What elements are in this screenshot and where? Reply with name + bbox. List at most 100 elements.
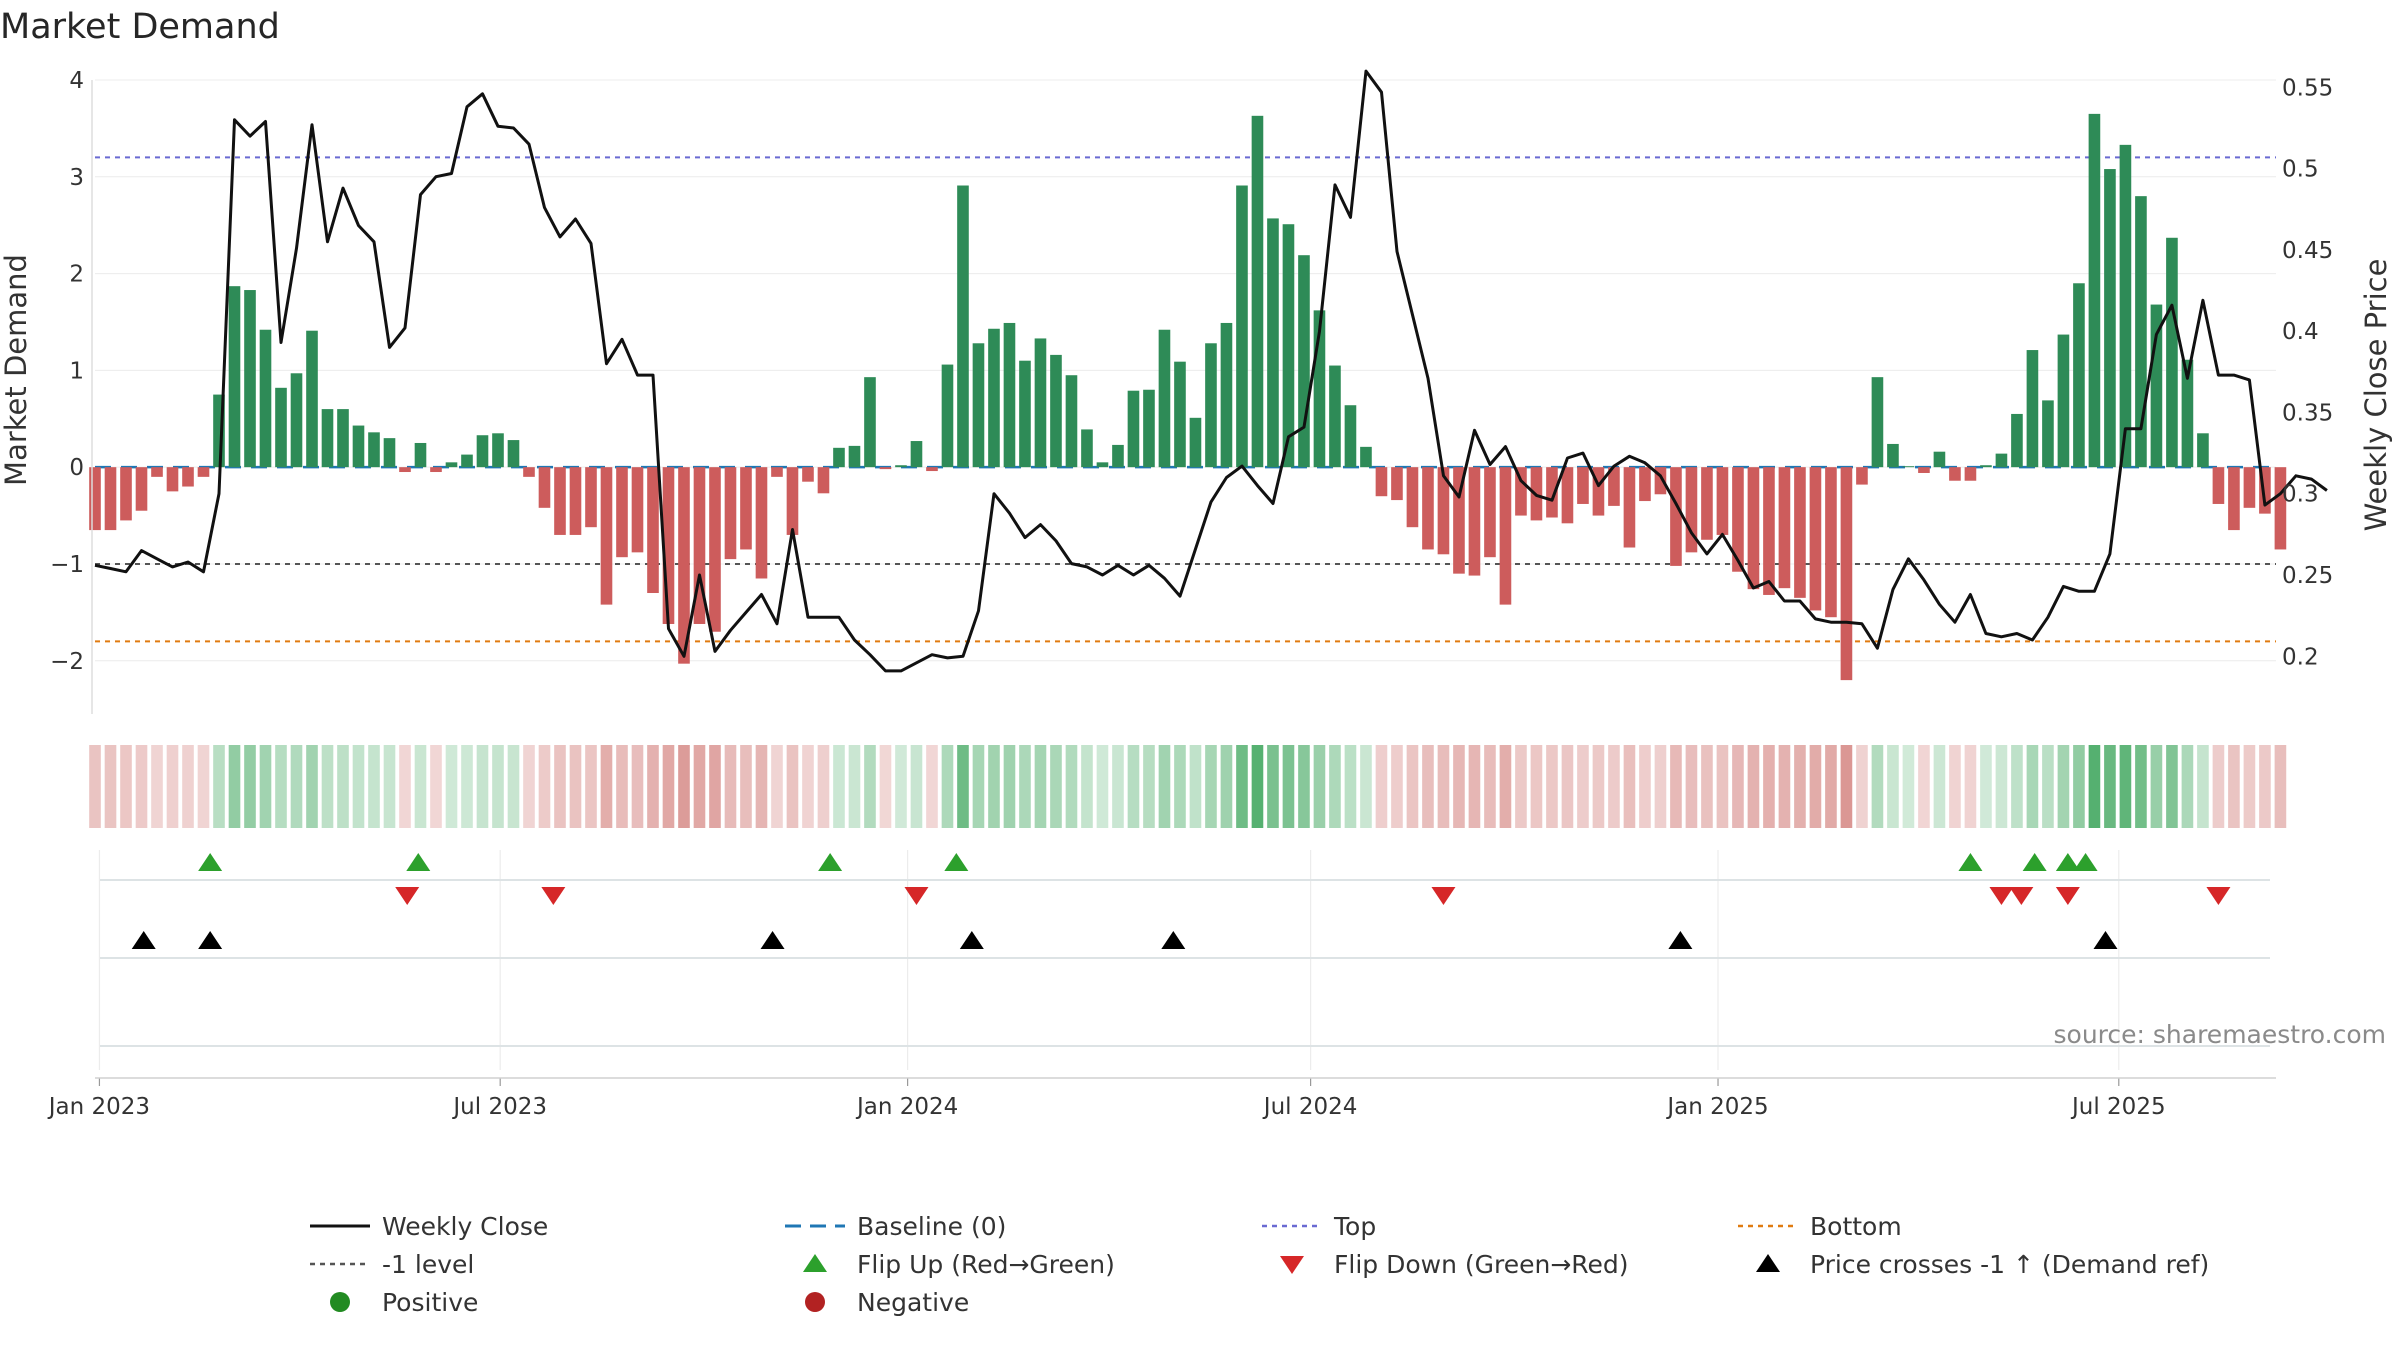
y2-tick-label: 0.45 <box>2282 238 2333 264</box>
demand-strip-cell <box>786 745 799 828</box>
negative-demand-bar <box>182 467 194 487</box>
demand-strip-cell <box>2166 745 2178 828</box>
positive-demand-bar <box>1933 451 1946 468</box>
demand-strip-cell <box>1716 745 1729 828</box>
demand-strip-cell <box>1530 745 1543 828</box>
demand-strip-cell <box>554 745 566 828</box>
demand-strip-cell <box>2073 745 2085 828</box>
positive-demand-bar <box>957 185 969 468</box>
demand-strip-cell <box>709 745 721 828</box>
demand-strip-cell <box>259 745 272 828</box>
positive-demand-bar <box>2150 304 2163 468</box>
negative-demand-bar <box>135 467 148 511</box>
positive-demand-bar <box>1902 466 1915 468</box>
legend-item: Bottom <box>1738 1212 1902 1241</box>
positive-demand-bar <box>1065 375 1078 468</box>
demand-strip-cell <box>833 745 845 828</box>
demand-strip-cell <box>1608 745 1620 828</box>
negative-demand-bar <box>1654 467 1667 495</box>
demand-strip-cell <box>2104 745 2116 828</box>
negative-demand-bar <box>1825 467 1837 618</box>
negative-demand-bar <box>616 467 628 558</box>
negative-demand-bar <box>1716 467 1729 535</box>
demand-strip-cell <box>135 745 148 828</box>
positive-demand-bar <box>1995 453 2008 468</box>
demand-strip-cell <box>1701 745 1713 828</box>
demand-strip-cell <box>1096 745 1109 828</box>
negative-demand-bar <box>1639 467 1651 502</box>
demand-strip-cell <box>476 745 489 828</box>
y2-tick-label: 0.35 <box>2282 400 2333 426</box>
negative-demand-bar <box>538 467 551 508</box>
demand-strip-cell <box>1034 745 1047 828</box>
demand-strip-cell <box>2150 745 2163 828</box>
legend-item: Flip Down (Green→Red) <box>1280 1250 1629 1279</box>
legend-label: Weekly Close <box>382 1212 548 1241</box>
positive-demand-bar <box>1096 462 1109 468</box>
negative-demand-bar <box>1701 467 1713 540</box>
demand-strip-cell <box>600 745 613 828</box>
demand-strip-cell <box>1298 745 1310 828</box>
demand-strip-cell <box>1763 745 1775 828</box>
negative-demand-bar <box>430 467 442 473</box>
positive-demand-bar <box>910 441 923 468</box>
positive-demand-bar <box>1034 338 1047 468</box>
demand-strip-cell <box>910 745 923 828</box>
negative-demand-bar <box>1608 467 1620 506</box>
negative-demand-bar <box>1623 467 1636 548</box>
legend-item: -1 level <box>310 1250 474 1279</box>
demand-strip-cell <box>1344 745 1357 828</box>
demand-strip-cell <box>2274 745 2287 828</box>
demand-strip-cell <box>1499 745 1512 828</box>
demand-strip-cell <box>1236 745 1248 828</box>
demand-strip-cell <box>538 745 551 828</box>
y-tick-label: −2 <box>50 649 84 675</box>
demand-strip-cell <box>492 745 504 828</box>
positive-demand-bar <box>1267 218 1279 468</box>
demand-strip-cell <box>1267 745 1279 828</box>
demand-strip-cell <box>1623 745 1636 828</box>
positive-demand-bar <box>1360 446 1372 468</box>
demand-strip-cell <box>1158 745 1171 828</box>
positive-demand-bar <box>1081 429 1093 468</box>
y-tick-label: 4 <box>69 68 84 94</box>
demand-strip-cell <box>244 745 256 828</box>
demand-strip-cell <box>1670 745 1682 828</box>
positive-demand-bar <box>306 330 318 468</box>
demand-strip-cell <box>1375 745 1388 828</box>
negative-demand-bar <box>1763 467 1775 595</box>
demand-strip-cell <box>1484 745 1496 828</box>
negative-demand-bar <box>678 467 690 664</box>
demand-strip-cell <box>1251 745 1264 828</box>
legend-item: Top <box>1262 1212 1376 1241</box>
demand-strip-cell <box>275 745 287 828</box>
demand-strip-cell <box>1313 745 1326 828</box>
demand-strip-cell <box>383 745 396 828</box>
demand-strip-cell <box>430 745 442 828</box>
y-tick-label: −1 <box>50 552 84 578</box>
x-tick-label: Jan 2023 <box>47 1094 150 1120</box>
demand-strip-cell <box>740 745 752 828</box>
negative-demand-bar <box>1592 467 1605 516</box>
y-tick-label: 0 <box>69 455 84 481</box>
positive-demand-bar <box>2011 413 2023 468</box>
demand-strip-cell <box>507 745 520 828</box>
demand-strip-cell <box>972 745 985 828</box>
legend-key-circle <box>330 1292 350 1312</box>
positive-demand-bar <box>2104 169 2116 468</box>
demand-strip-cell <box>926 745 938 828</box>
demand-strip-cell <box>1825 745 1837 828</box>
y-tick-label: 2 <box>69 262 84 288</box>
demand-strip-cell <box>2181 745 2194 828</box>
positive-demand-bar <box>1871 377 1884 468</box>
negative-demand-bar <box>693 467 706 624</box>
legend-item: Price crosses -1 ↑ (Demand ref) <box>1756 1250 2209 1279</box>
flip-down-marker <box>2206 887 2231 905</box>
negative-demand-bar <box>724 467 737 560</box>
flip-up-marker <box>2022 853 2047 871</box>
negative-demand-bar <box>1577 467 1589 504</box>
positive-demand-bar <box>383 438 396 468</box>
legend-label: Bottom <box>1810 1212 1902 1241</box>
demand-strip-cell <box>89 745 101 828</box>
demand-strip-cell <box>1546 745 1558 828</box>
